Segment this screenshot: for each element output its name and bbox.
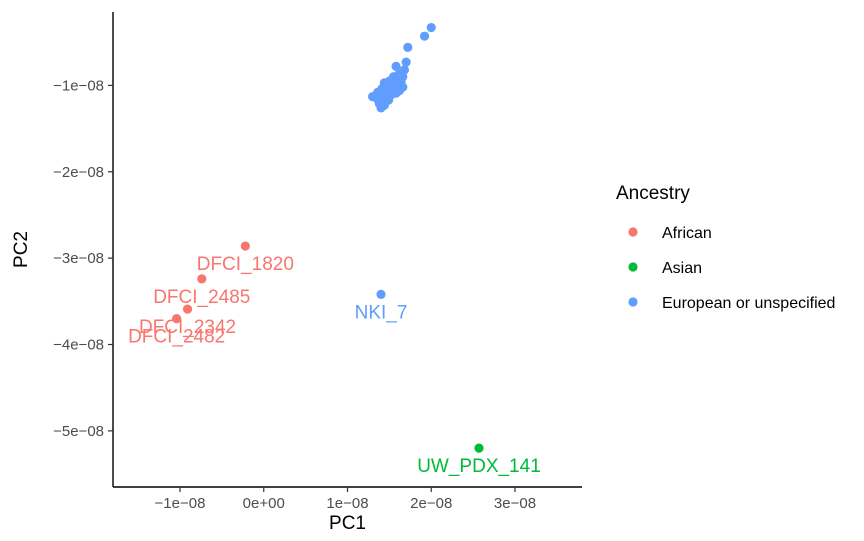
x-axis-title: PC1 [329, 513, 366, 534]
data-point [401, 57, 411, 67]
axes: −1e−08 0e+00 1e−08 2e−08 3e−08 −1e−08−2e−08−… [53, 12, 582, 512]
x-tick-label: −1e−08 [155, 495, 206, 512]
y-tick-label: −1e−08 [53, 77, 104, 94]
x-tick-label: 3e−08 [494, 495, 536, 512]
x-ticks: −1e−08 0e+00 1e−08 2e−08 3e−08 [155, 487, 536, 512]
point-label: DFCI_2342 [139, 317, 236, 338]
y-tick-label: −5e−08 [53, 423, 104, 440]
data-point [240, 241, 250, 251]
y-ticks: −1e−08 −2e−08 −3e−08 −4e−08 −5e−08 [53, 77, 113, 440]
legend-label: European or unspecified [662, 295, 835, 312]
legend-key [628, 227, 638, 237]
point-label: DFCI_1820 [197, 254, 294, 275]
data-point [403, 42, 413, 53]
data-point [419, 31, 430, 41]
data-point [391, 61, 401, 72]
data-point [376, 103, 386, 113]
x-tick-label: 1e−08 [326, 495, 368, 512]
point-label: UW_PDX_141 [417, 456, 541, 477]
point-label: NKI_7 [355, 302, 408, 323]
data-point [182, 304, 193, 314]
legend-key [628, 297, 638, 307]
legend-key [628, 262, 638, 272]
legend-title: Ancestry [616, 183, 690, 204]
data-point [474, 443, 484, 453]
y-tick-label: −4e−08 [53, 337, 104, 354]
data-point [172, 313, 182, 324]
data-point [376, 289, 386, 300]
legend: Ancestry African Asian European or unspeci… [616, 183, 835, 312]
legend-label: African [662, 225, 712, 242]
point-label: DFCI_2482 [128, 327, 225, 348]
point-label: DFCI_2485 [153, 287, 250, 308]
y-axis-title: PC2 [11, 231, 32, 268]
data-point [197, 274, 207, 284]
y-tick-label: −3e−08 [53, 250, 104, 267]
x-tick-label: 0e+00 [243, 495, 285, 512]
legend-label: Asian [662, 260, 702, 277]
points-layer [172, 22, 484, 453]
data-point [426, 22, 436, 33]
y-tick-label: −2e−08 [53, 164, 104, 181]
legend-entries: African Asian European or unspecified [628, 225, 835, 312]
x-tick-label: 2e−08 [410, 495, 452, 512]
